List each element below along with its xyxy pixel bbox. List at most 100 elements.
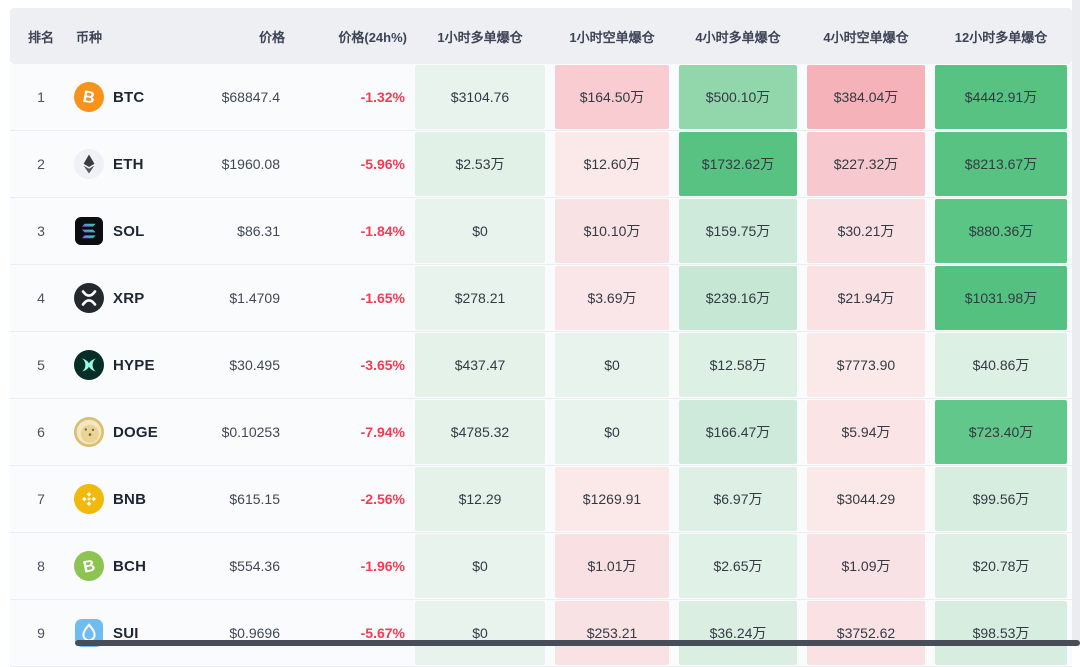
- coin-symbol: ETH: [113, 155, 144, 173]
- table-row[interactable]: 9 SUI $0.9696 -5.67% $0 $253.21 $36.24万 $3752.6…: [10, 600, 1072, 667]
- liquidation-heat-value: $10.10万: [555, 199, 669, 263]
- liquidation-cell: $12.60万: [550, 131, 674, 197]
- column-header-4h-long-liquidation[interactable]: 4小时多单爆仓: [695, 29, 781, 45]
- rank-cell: 1: [37, 89, 45, 105]
- change-24h-cell: -1.96%: [360, 558, 405, 574]
- liquidation-cell: $36.24万: [674, 600, 802, 666]
- coin-cell: HYPE: [72, 332, 217, 398]
- liquidation-cell: $2.53万: [410, 131, 550, 197]
- liquidation-cell: $1.09万: [802, 533, 930, 599]
- liquidation-heat-value: $5.94万: [807, 400, 925, 464]
- liquidation-cell: $384.04万: [802, 64, 930, 130]
- liquidation-heat-value: $30.21万: [807, 199, 925, 263]
- liquidation-heat-value: $1031.98万: [935, 266, 1067, 330]
- liquidation-cell: $0: [550, 332, 674, 398]
- column-header-4h-short-liquidation[interactable]: 4小时空单爆仓: [823, 29, 909, 45]
- liquidation-cell: $723.40万: [930, 399, 1072, 465]
- table-row[interactable]: 3 SOL $86.31 -1.84% $0 $10.10万 $159.75万 $30.21万…: [10, 198, 1072, 265]
- table-row[interactable]: 8 B BCH $554.36 -1.96% $0 $1.01万 $2.65万 $1.09万 $2…: [10, 533, 1072, 600]
- column-header-12h-long-liquidation[interactable]: 12小时多单爆仓: [954, 29, 1048, 45]
- liquidation-cell: $8213.67万: [930, 131, 1072, 197]
- liquidation-cell: $0: [410, 198, 550, 264]
- liquidation-heat-value: $3.69万: [555, 266, 669, 330]
- column-header-1h-short-liquidation[interactable]: 1小时空单爆仓: [569, 29, 655, 45]
- liquidation-cell: $164.50万: [550, 64, 674, 130]
- bnb-icon: [74, 484, 104, 514]
- liquidation-cell: $159.75万: [674, 198, 802, 264]
- column-header-1h-long-liquidation[interactable]: 1小时多单爆仓: [437, 29, 523, 45]
- liquidation-heat-value: $500.10万: [679, 65, 797, 129]
- liquidation-cell: $1031.98万: [930, 265, 1072, 331]
- column-header-rank[interactable]: 排名: [27, 29, 54, 45]
- coin-cell: BNB: [72, 466, 217, 532]
- table-row[interactable]: 7 BNB $615.15 -2.56% $12.29 $1269.91 $6.97万 $30…: [10, 466, 1072, 533]
- liquidation-cell: $500.10万: [674, 64, 802, 130]
- liquidation-cell: $227.32万: [802, 131, 930, 197]
- liquidation-heat-value: $159.75万: [679, 199, 797, 263]
- rank-cell: 7: [37, 491, 45, 507]
- rank-cell: 3: [37, 223, 45, 239]
- horizontal-scrollbar-thumb[interactable]: [75, 640, 1080, 646]
- liquidation-heat-value: $20.78万: [935, 534, 1067, 598]
- rank-cell: 9: [37, 625, 45, 641]
- column-header-price[interactable]: 价格: [258, 29, 285, 45]
- liquidation-cell: $1.01万: [550, 533, 674, 599]
- liquidation-heat-value: $36.24万: [679, 601, 797, 665]
- liquidation-heat-value: $0: [555, 400, 669, 464]
- liquidation-heat-value: $4442.91万: [935, 65, 1067, 129]
- price-cell: $615.15: [229, 491, 280, 507]
- liquidation-cell: $4442.91万: [930, 64, 1072, 130]
- coin-cell: B BCH: [72, 533, 217, 599]
- coin-symbol: BTC: [113, 88, 145, 106]
- coin-cell: SOL: [72, 198, 217, 264]
- liquidation-heat-value: $227.32万: [807, 132, 925, 196]
- price-cell: $68847.4: [221, 89, 280, 105]
- table-row[interactable]: 4 XRP $1.4709 -1.65% $278.21 $3.69万 $239.16万 $2…: [10, 265, 1072, 332]
- table-body: 1 B BTC $68847.4 -1.32% $3104.76 $164.50万 $500.…: [10, 64, 1072, 667]
- liquidation-table: 排名 币种 价格 价格(24h%) 1小时多单爆仓 1小时空单爆仓 4小时多单爆…: [10, 8, 1072, 667]
- liquidation-heat-value: $2.65万: [679, 534, 797, 598]
- liquidation-cell: $99.56万: [930, 466, 1072, 532]
- change-24h-cell: -1.32%: [360, 89, 405, 105]
- liquidation-heat-value: $0: [415, 199, 545, 263]
- column-header-change-24h[interactable]: 价格(24h%): [338, 29, 407, 45]
- liquidation-heat-value: $164.50万: [555, 65, 669, 129]
- change-24h-cell: -5.96%: [360, 156, 405, 172]
- coin-cell: DOGE: [72, 399, 217, 465]
- liquidation-heat-value: $21.94万: [807, 266, 925, 330]
- coin-symbol: HYPE: [113, 356, 155, 374]
- hype-icon: [74, 350, 104, 380]
- vertical-scrollbar[interactable]: [1072, 0, 1080, 646]
- change-24h-cell: -5.67%: [360, 625, 405, 641]
- liquidation-heat-value: $98.53万: [935, 601, 1067, 665]
- liquidation-cell: $40.86万: [930, 332, 1072, 398]
- table-row[interactable]: 1 B BTC $68847.4 -1.32% $3104.76 $164.50万 $500.…: [10, 64, 1072, 131]
- coin-cell: ETH: [72, 131, 217, 197]
- liquidation-heat-value: $239.16万: [679, 266, 797, 330]
- liquidation-cell: $0: [410, 533, 550, 599]
- table-row[interactable]: 5 HYPE $30.495 -3.65% $437.47 $0 $12.58万 $7773.…: [10, 332, 1072, 399]
- liquidation-cell: $437.47: [410, 332, 550, 398]
- table-header: 排名 币种 价格 价格(24h%) 1小时多单爆仓 1小时空单爆仓 4小时多单爆…: [10, 8, 1072, 64]
- rank-cell: 8: [37, 558, 45, 574]
- price-cell: $0.10253: [221, 424, 280, 440]
- rank-cell: 5: [37, 357, 45, 373]
- liquidation-heat-value: $8213.67万: [935, 132, 1067, 196]
- coin-symbol: XRP: [113, 289, 145, 307]
- rank-cell: 4: [37, 290, 45, 306]
- column-header-coin[interactable]: 币种: [76, 29, 103, 45]
- coin-symbol: BNB: [113, 490, 147, 508]
- liquidation-heat-value: $166.47万: [679, 400, 797, 464]
- liquidation-cell: $6.97万: [674, 466, 802, 532]
- liquidation-cell: $253.21: [550, 600, 674, 666]
- liquidation-heat-value: $0: [555, 333, 669, 397]
- liquidation-cell: $3104.76: [410, 64, 550, 130]
- liquidation-heat-value: $40.86万: [935, 333, 1067, 397]
- sol-icon: [74, 216, 104, 246]
- liquidation-cell: $20.78万: [930, 533, 1072, 599]
- btc-icon: B: [74, 82, 104, 112]
- table-row[interactable]: 6 DOGE $0.10253 -7.94% $4785.32 $0 $166.47万 $5.…: [10, 399, 1072, 466]
- table-row[interactable]: 2 ETH $1960.08 -5.96% $2.53万 $12.60万 $1732.62万…: [10, 131, 1072, 198]
- liquidation-heat-value: $12.29: [415, 467, 545, 531]
- coin-cell: SUI: [72, 600, 217, 666]
